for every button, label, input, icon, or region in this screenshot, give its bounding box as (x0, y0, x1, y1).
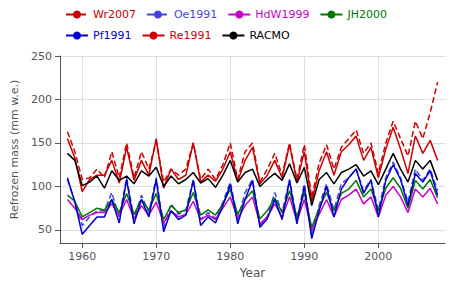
svg-text:1990: 1990 (290, 250, 318, 263)
svg-text:2000: 2000 (364, 250, 392, 263)
svg-text:250: 250 (31, 50, 52, 63)
svg-text:50: 50 (38, 223, 52, 236)
svg-text:RACMO: RACMO (249, 29, 290, 42)
svg-text:100: 100 (31, 180, 52, 193)
svg-text:Oe1991: Oe1991 (174, 8, 217, 21)
svg-text:1970: 1970 (142, 250, 170, 263)
svg-text:1960: 1960 (68, 250, 96, 263)
svg-text:200: 200 (31, 93, 52, 106)
svg-text:1980: 1980 (216, 250, 244, 263)
svg-text:Wr2007: Wr2007 (93, 8, 136, 21)
svg-text:150: 150 (31, 136, 52, 149)
svg-text:Pf1991: Pf1991 (93, 29, 132, 42)
svg-text:HdW1999: HdW1999 (255, 8, 309, 21)
svg-text:Re1991: Re1991 (170, 29, 212, 42)
svg-text:JH2000: JH2000 (346, 8, 387, 21)
svg-text:Year: Year (239, 266, 265, 280)
svg-text:Refrozen mass (mm w.e.): Refrozen mass (mm w.e.) (8, 80, 21, 219)
